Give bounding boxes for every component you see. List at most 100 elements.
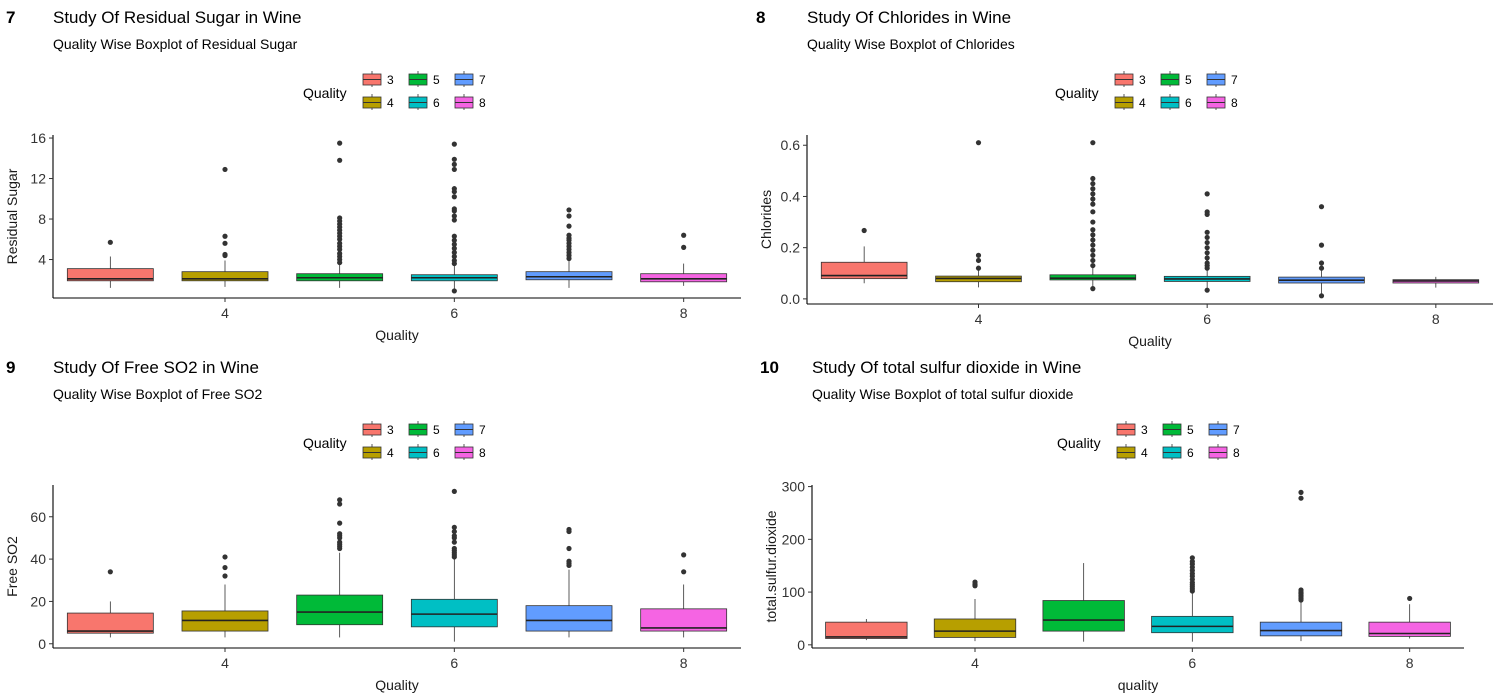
outlier-point — [337, 250, 343, 257]
legend-label-8: 8 — [1233, 446, 1240, 460]
outlier-point — [337, 240, 343, 246]
x-tick-label: 6 — [1203, 311, 1211, 327]
legend-key-8 — [454, 94, 474, 110]
outlier-point — [1318, 293, 1325, 299]
outlier-point — [1090, 242, 1096, 248]
outlier-point — [1204, 239, 1210, 246]
y-axis-title: total.sulfur.dioxide — [763, 510, 779, 622]
outlier-point — [451, 186, 457, 192]
outlier-point — [222, 251, 228, 258]
iqr-box — [640, 273, 728, 283]
x-tick-label: 8 — [1406, 655, 1414, 671]
outlier-point — [1090, 201, 1096, 207]
outlier-point — [451, 161, 457, 167]
y-tick-label: 0.4 — [781, 188, 801, 204]
box-quality-5 — [296, 497, 384, 638]
outlier-point — [566, 223, 572, 229]
legend-key-3 — [1116, 421, 1136, 437]
outlier-point — [451, 194, 457, 200]
outlier-point — [222, 240, 228, 246]
outlier-point — [451, 245, 457, 251]
outlier-point — [1090, 257, 1096, 264]
legend: Quality 3 4 5 6 7 8 — [303, 71, 486, 110]
iqr-box — [640, 608, 728, 632]
outlier-point — [681, 244, 687, 250]
iqr-box — [181, 271, 269, 282]
box-quality-6 — [1151, 555, 1234, 642]
outlier-point — [1090, 232, 1096, 238]
outlier-point — [451, 156, 457, 162]
legend-label-6: 6 — [1187, 446, 1194, 460]
outlier-point — [1298, 489, 1304, 495]
box-quality-7 — [1278, 204, 1365, 299]
legend-label-4: 4 — [387, 446, 394, 460]
legend-label-8: 8 — [479, 446, 486, 460]
legend-key-3 — [1114, 71, 1134, 87]
legend-label-5: 5 — [433, 423, 440, 437]
legend-key-3 — [362, 421, 382, 437]
chart-title: Study Of Chlorides in Wine — [807, 8, 1011, 27]
outlier-point — [451, 533, 457, 539]
outlier-point — [107, 569, 113, 575]
chart-subtitle: Quality Wise Boxplot of Residual Sugar — [53, 36, 298, 52]
legend-label-6: 6 — [433, 96, 440, 110]
x-tick-label: 6 — [450, 655, 458, 671]
legend-key-6 — [1160, 94, 1180, 110]
x-tick-label: 6 — [1188, 655, 1196, 671]
outlier-point — [1090, 191, 1096, 197]
y-tick-label: 4 — [38, 252, 46, 268]
outlier-point — [222, 233, 228, 239]
legend-key-4 — [1114, 94, 1134, 110]
x-tick-label: 8 — [680, 305, 688, 321]
iqr-box — [410, 598, 498, 628]
outlier-point — [975, 140, 982, 146]
outlier-point — [1090, 186, 1096, 192]
legend: Quality 3 4 5 6 7 8 — [1055, 71, 1238, 110]
legend-key-4 — [362, 94, 382, 110]
y-tick-label: 200 — [782, 531, 806, 547]
legend-label-7: 7 — [479, 73, 486, 87]
outlier-point — [337, 497, 343, 503]
y-tick-label: 0 — [797, 637, 805, 653]
iqr-box — [825, 621, 908, 639]
panel-tag: 9 — [6, 358, 15, 377]
chart-title: Study Of Free SO2 in Wine — [53, 358, 259, 377]
box-quality-7 — [525, 526, 613, 638]
chart-residual-sugar: 7 Study Of Residual Sugar in Wine Quality … — [4, 8, 741, 343]
outlier-point — [1204, 234, 1210, 241]
legend-key-8 — [1206, 94, 1226, 110]
legend-label-5: 5 — [1187, 423, 1194, 437]
panel-tag: 8 — [756, 8, 765, 27]
y-axis-title: Chlorides — [758, 190, 774, 249]
outlier-point — [451, 233, 457, 239]
outlier-point — [451, 237, 457, 243]
outlier-point — [681, 232, 687, 238]
legend-label-3: 3 — [387, 423, 394, 437]
legend-key-4 — [362, 444, 382, 460]
outlier-point — [975, 265, 982, 271]
y-tick-label: 60 — [30, 509, 46, 525]
outlier-point — [1204, 255, 1210, 261]
legend-key-7 — [454, 421, 474, 437]
box-quality-3 — [820, 227, 908, 284]
legend-key-3 — [362, 71, 382, 87]
box-quality-5 — [1049, 140, 1137, 292]
legend: Quality 3 4 5 6 7 8 — [1057, 421, 1240, 460]
iqr-box — [1151, 615, 1234, 634]
legend-key-5 — [408, 421, 428, 437]
y-tick-label: 300 — [782, 479, 806, 495]
outlier-point — [337, 531, 343, 537]
chart-subtitle: Quality Wise Boxplot of total sulfur dio… — [812, 386, 1074, 402]
chart-title: Study Of total sulfur dioxide in Wine — [812, 358, 1081, 377]
outlier-point — [566, 558, 572, 564]
box-quality-8 — [640, 552, 728, 638]
outlier-point — [566, 545, 572, 552]
outlier-point — [1298, 495, 1304, 501]
legend: Quality 3 4 5 6 7 8 — [303, 421, 486, 460]
x-axis-title: Quality — [1128, 333, 1172, 349]
outlier-point — [1318, 265, 1325, 271]
legend-key-5 — [1160, 71, 1180, 87]
legend-label-7: 7 — [1231, 73, 1238, 87]
legend-label-4: 4 — [1139, 96, 1146, 110]
x-axis-title: Quality — [375, 677, 419, 693]
